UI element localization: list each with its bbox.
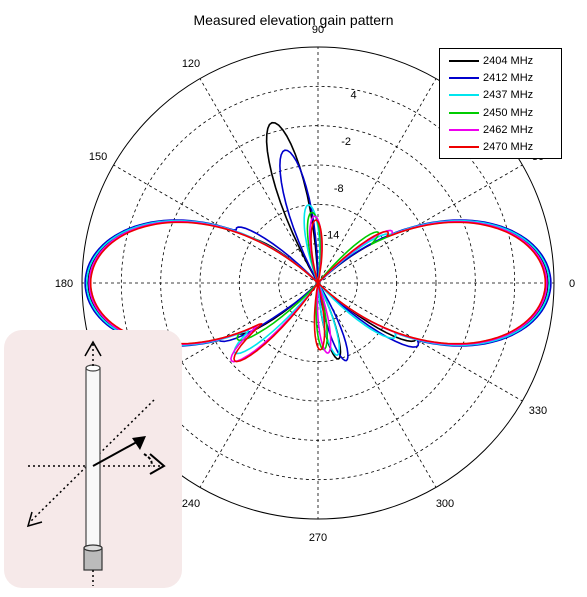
legend-item: 2470 MHz: [440, 138, 561, 155]
angle-tick-label: 120: [182, 58, 200, 70]
angle-tick-label: 300: [436, 498, 454, 510]
legend-swatch: [449, 146, 479, 149]
legend-swatch: [449, 111, 479, 114]
angle-tick-label: 0: [569, 278, 575, 290]
series-line: [85, 204, 551, 357]
legend-swatch: [449, 59, 479, 62]
angle-tick-label: 240: [182, 498, 200, 510]
legend-label: 2404 MHz: [483, 54, 534, 67]
angle-tick-label: 150: [89, 151, 107, 163]
legend-label: 2412 MHz: [483, 71, 534, 84]
legend-item: 2412 MHz: [440, 69, 561, 86]
legend-label: 2450 MHz: [483, 106, 534, 119]
legend-item: 2462 MHz: [440, 121, 561, 138]
legend-swatch: [449, 128, 479, 131]
legend-swatch: [449, 94, 479, 97]
series-line: [84, 149, 552, 362]
radial-tick-label: -2: [341, 136, 351, 148]
angle-tick-label: 90: [312, 24, 324, 36]
series-line: [89, 219, 547, 363]
legend-item: 2450 MHz: [440, 104, 561, 121]
legend: 2404 MHz 2412 MHz 2437 MHz 2450 MHz 2462…: [439, 48, 562, 159]
legend-swatch: [449, 76, 479, 79]
polar-grid-ring: [199, 164, 437, 402]
antenna-orientation-icon: [26, 340, 166, 586]
legend-label: 2437 MHz: [483, 89, 534, 102]
legend-item: 2437 MHz: [440, 87, 561, 104]
legend-label: 2470 MHz: [483, 141, 534, 154]
legend-label: 2462 MHz: [483, 123, 534, 136]
angle-tick-label: 330: [529, 405, 547, 417]
legend-item: 2404 MHz: [440, 52, 561, 69]
antenna-orientation-inset: [4, 330, 182, 588]
radial-tick-label: 4: [350, 90, 356, 102]
polar-grid-ring: [120, 85, 516, 481]
chart-title: Measured elevation gain pattern: [193, 12, 394, 28]
radial-tick-label: -8: [334, 183, 344, 195]
radial-tick-label: -14: [323, 229, 339, 241]
angle-tick-label: 270: [309, 532, 327, 544]
angle-tick-label: 180: [55, 278, 73, 290]
